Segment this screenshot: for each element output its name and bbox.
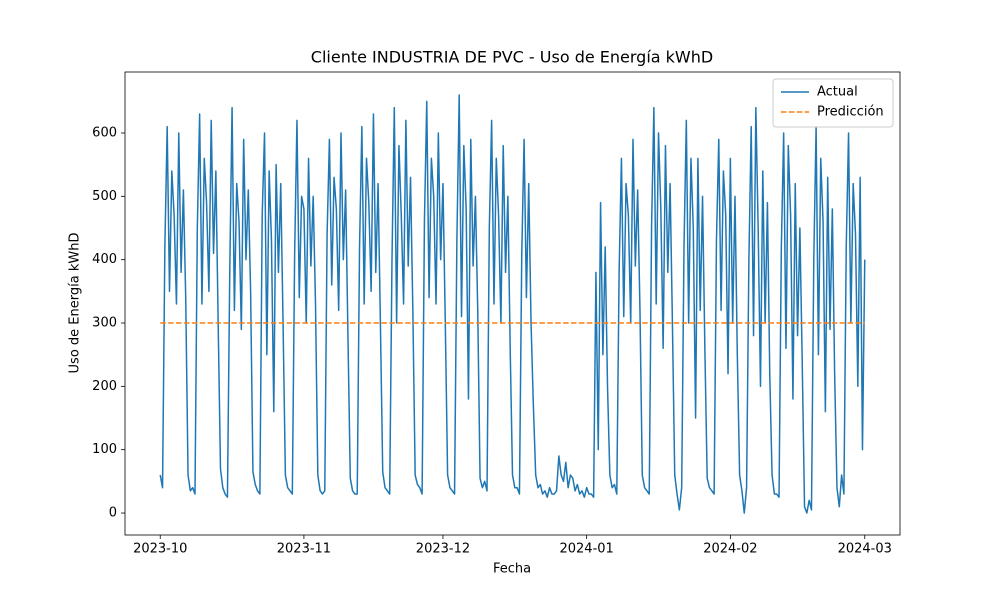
x-tick-label: 2023-11	[277, 542, 331, 557]
x-axis-label: Fecha	[493, 562, 531, 577]
y-tick-label: 200	[92, 379, 117, 394]
y-tick-label: 400	[92, 252, 117, 267]
legend-box	[772, 78, 894, 128]
x-tick-label: 2024-02	[703, 542, 757, 557]
y-tick-label: 300	[92, 316, 117, 331]
legend-label: Actual	[817, 85, 858, 100]
series-line	[159, 94, 866, 514]
axes-frame	[124, 71, 901, 536]
x-tick-label: 2024-03	[838, 542, 892, 557]
x-tick-label: 2023-10	[133, 542, 187, 557]
chart-title: Cliente INDUSTRIA DE PVC - Uso de Energí…	[311, 48, 713, 67]
x-tick-label: 2024-01	[559, 542, 613, 557]
y-tick-label: 500	[92, 189, 117, 204]
y-tick-label: 0	[109, 506, 117, 521]
y-tick-label: 600	[92, 125, 117, 140]
legend-label: Predicción	[817, 105, 884, 120]
plot-area	[159, 94, 866, 514]
y-axis-label: Uso de Energía kWhD	[68, 233, 83, 374]
x-tick-label: 2023-12	[416, 542, 470, 557]
y-tick-label: 100	[92, 442, 117, 457]
